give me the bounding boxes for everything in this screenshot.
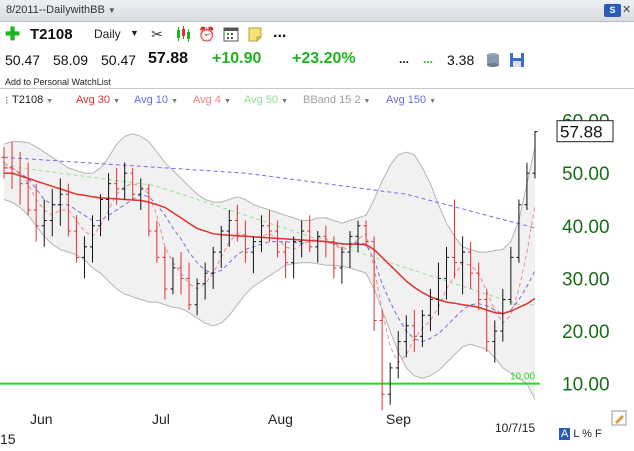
legend-grip-icon[interactable]: ⁝ (5, 95, 9, 107)
window-title[interactable]: 8/2011--DailywithBB ▼ (6, 4, 116, 16)
scale-options[interactable]: L % F (573, 428, 602, 440)
period-dropdown-icon[interactable]: ▼ (130, 28, 139, 38)
edit-icon[interactable] (611, 410, 627, 426)
low-value: 50.47 (101, 52, 137, 68)
bband-fill (4, 133, 535, 400)
high-value: 58.09 (53, 52, 89, 68)
y-tick-label: 30.00 (562, 269, 610, 290)
y-tick-label: 20.00 (562, 322, 610, 343)
alarm-clock-icon[interactable]: ⏰ (198, 26, 216, 42)
add-icon[interactable]: ✚ (5, 24, 21, 44)
legend-item-avg4[interactable]: Avg 4 ▼ (193, 94, 231, 106)
legend-item-avg10[interactable]: Avg 10 ▼ (134, 94, 178, 106)
quote-value: 3.38 (447, 52, 475, 68)
tools-icon[interactable]: ✂ (151, 26, 163, 42)
toolbar: ✚ T2108 Daily ▼ ✂ ⏰ ... (0, 22, 634, 46)
last-price-label: 57.88 (560, 123, 603, 142)
x-tick-label: Sep (386, 411, 411, 427)
legend-item-label: T2108 (12, 94, 44, 106)
period-select[interactable]: Daily (94, 27, 121, 41)
legend-dropdown-icon: ▼ (113, 98, 120, 105)
close-icon[interactable]: ✕ (622, 4, 632, 16)
chart-svg: 10.00 Jun Jul Aug Sep 15 10/7/15 10.00 20.00 30.0… (0, 112, 614, 447)
open-value: 50.47 (5, 52, 41, 68)
legend-item-t2108[interactable]: T2108 ▼ (12, 94, 53, 106)
y-tick-label: 40.00 (562, 217, 610, 238)
reference-line-label: 10.00 (510, 372, 535, 383)
y-tick-label: 50.00 (562, 164, 610, 185)
x-tick-label: Jun (30, 411, 53, 427)
add-to-watchlist-link[interactable]: Add to Personal WatchList (5, 77, 111, 87)
legend-dropdown-icon: ▼ (281, 98, 288, 105)
series-line-avg-150 (3, 156, 536, 229)
legend-item-avg150[interactable]: Avg 150 ▼ (386, 94, 436, 106)
legend-item-label: BBand 15 2 (303, 94, 361, 106)
legend-item-bband[interactable]: BBand 15 2 ▼ (303, 94, 370, 106)
legend-dropdown-icon: ▼ (363, 98, 371, 105)
arithmetic-button[interactable]: A (559, 428, 571, 440)
x-tick-label: Aug (268, 411, 293, 427)
date-label: 10/7/15 (495, 421, 535, 435)
title-bar: 8/2011--DailywithBB ▼ S ✕ (0, 0, 634, 22)
note-icon[interactable] (246, 25, 264, 43)
x-year-fragment: 15 (0, 431, 16, 447)
more-menu-button[interactable]: ... (273, 24, 287, 41)
legend-item-label: Avg 30 (76, 94, 111, 106)
legend-item-label: Avg 50 (244, 94, 279, 106)
y-tick-label: 10.00 (562, 375, 610, 396)
cylinder-icon[interactable] (484, 51, 502, 69)
legend-dropdown-icon: ▼ (171, 98, 178, 105)
legend-dropdown-icon: ▼ (46, 98, 54, 105)
s-badge-button[interactable]: S (604, 4, 621, 17)
last-price-box (556, 120, 614, 143)
legend-item-label: Avg 150 (386, 94, 427, 106)
quote-row: 50.47 58.09 50.47 57.88 +10.90 +23.20% .… (0, 46, 634, 74)
bband-lower-line (3, 199, 536, 400)
legend-item-avg50[interactable]: Avg 50 ▼ (244, 94, 288, 106)
legend-item-label: Avg 4 (193, 94, 221, 106)
legend-dropdown-icon: ▼ (223, 98, 231, 105)
calendar-icon[interactable] (222, 25, 240, 43)
symbol-input[interactable]: T2108 (30, 26, 73, 43)
price-change-pct: +23.20% (292, 50, 356, 67)
legend-bar: ⁝ T2108 ▼ Avg 30 ▼ Avg 10 ▼ Avg 4 ▼ Avg 50 ▼ … (0, 92, 634, 108)
legend-item-avg30[interactable]: Avg 30 ▼ (76, 94, 120, 106)
candlestick-icon[interactable] (174, 25, 192, 43)
title-dropdown-icon[interactable]: ▼ (107, 6, 116, 15)
last-price: 57.88 (148, 50, 189, 67)
divider (0, 88, 634, 89)
price-change: +10.90 (212, 50, 262, 67)
legend-dropdown-icon: ▼ (429, 98, 437, 105)
save-icon[interactable] (508, 51, 526, 69)
x-tick-label: Jul (152, 411, 170, 427)
quote-dots-green: ... (423, 52, 434, 66)
price-chart[interactable]: 10.00 Jun Jul Aug Sep 15 10/7/15 10.00 20.00 30.0… (0, 110, 634, 451)
legend-item-label: Avg 10 (134, 94, 169, 106)
quote-dots: ... (399, 52, 410, 66)
bottom-controls: A L % F (559, 428, 602, 440)
